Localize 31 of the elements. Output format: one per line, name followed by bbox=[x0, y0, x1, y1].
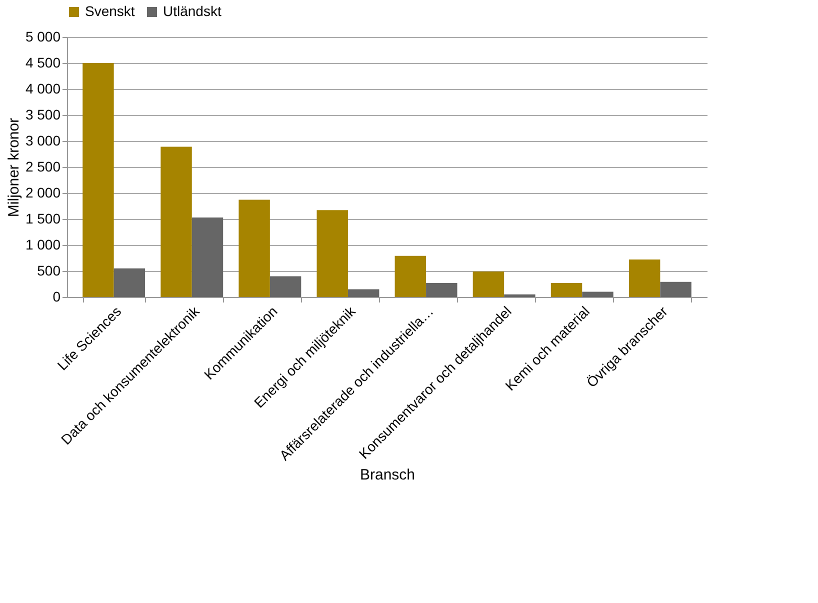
bar bbox=[192, 217, 224, 297]
bar bbox=[472, 272, 504, 297]
bar bbox=[316, 210, 348, 297]
bar bbox=[394, 256, 426, 297]
y-tick-label: 1 500 bbox=[25, 210, 61, 226]
bar bbox=[660, 282, 692, 297]
bar bbox=[82, 63, 114, 297]
bar bbox=[426, 282, 458, 297]
y-tick-label: 3 000 bbox=[25, 132, 61, 148]
bar bbox=[628, 260, 660, 297]
y-tick-label: 500 bbox=[37, 262, 61, 278]
bar bbox=[504, 294, 536, 297]
legend-label: Utländskt bbox=[163, 3, 222, 19]
x-axis-title: Bransch bbox=[360, 466, 416, 484]
bar bbox=[348, 289, 380, 297]
y-tick-label: 3 500 bbox=[25, 106, 61, 122]
bar bbox=[582, 292, 614, 297]
y-tick-label: 4 000 bbox=[25, 80, 61, 96]
y-tick-label: 2 500 bbox=[25, 158, 61, 174]
y-tick-label: 0 bbox=[52, 288, 61, 304]
y-tick-label: 1 000 bbox=[25, 236, 61, 252]
y-axis-title: Miljoner kronor bbox=[5, 118, 22, 218]
legend-label: Svenskt bbox=[85, 3, 135, 19]
y-tick-label: 2 000 bbox=[25, 184, 61, 200]
bar bbox=[160, 146, 192, 297]
bar bbox=[114, 268, 146, 297]
bar bbox=[270, 276, 302, 297]
bar bbox=[550, 282, 582, 297]
y-tick-label: 4 500 bbox=[25, 54, 61, 70]
y-tick-label: 5 000 bbox=[25, 28, 61, 44]
bar bbox=[238, 200, 270, 297]
